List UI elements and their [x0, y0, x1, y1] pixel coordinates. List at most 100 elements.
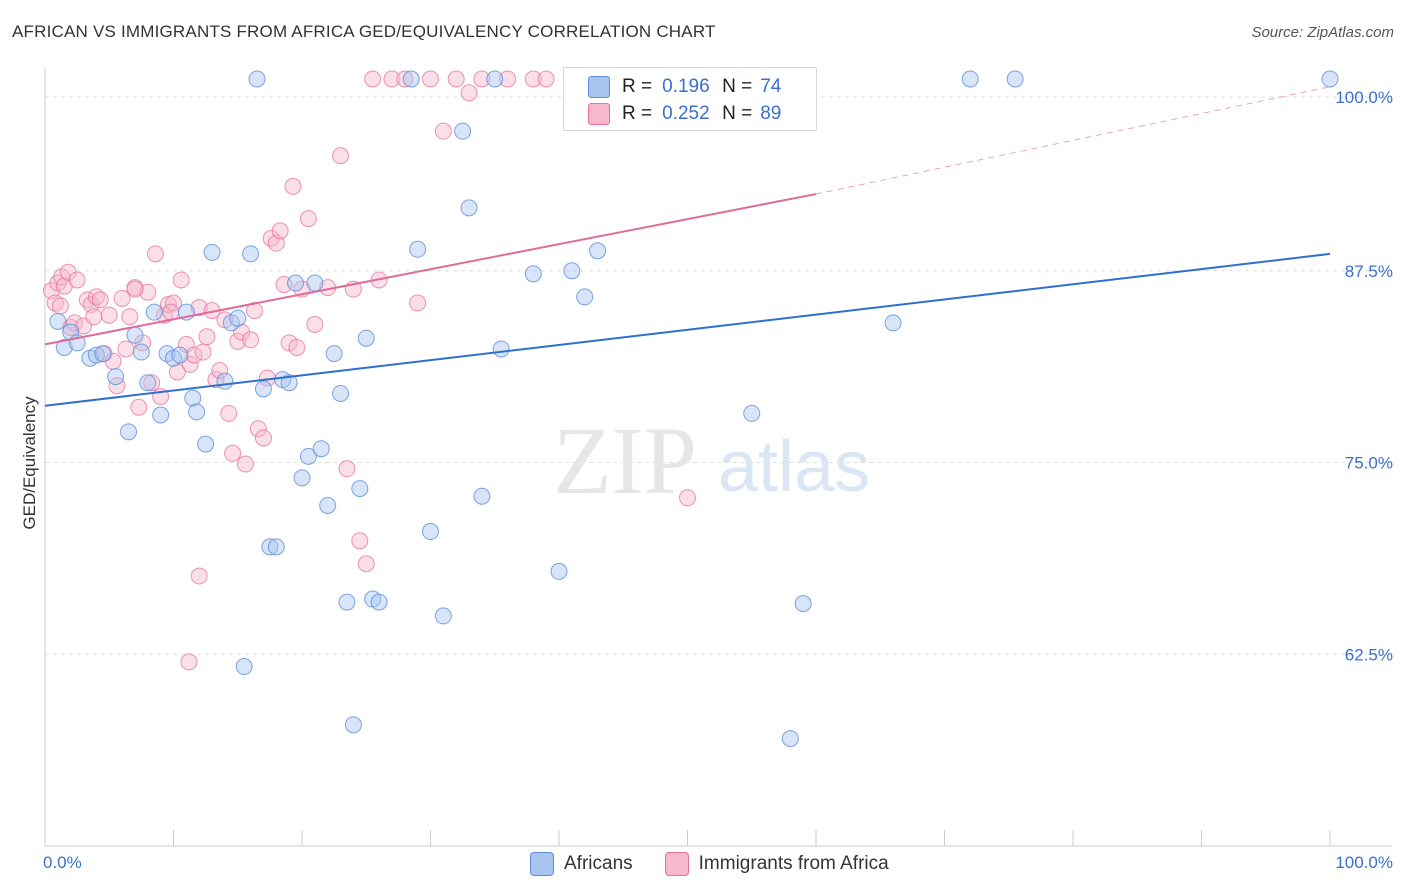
data-point-immigrants [68, 271, 86, 289]
legend-r-value: 0.196 [662, 76, 710, 97]
data-point-immigrants [364, 70, 382, 88]
data-point-immigrants [220, 404, 238, 422]
legend-item-immigrants[interactable]: Immigrants from Africa [664, 852, 889, 876]
data-point-immigrants [332, 147, 350, 165]
data-point-immigrants [198, 328, 216, 346]
data-point-africans [486, 70, 504, 88]
data-point-africans [49, 312, 67, 330]
data-point-africans [319, 496, 337, 514]
data-point-africans [563, 262, 581, 280]
data-point-africans [454, 122, 472, 140]
watermark: ZIP atlas [553, 407, 870, 514]
data-point-africans [171, 346, 189, 364]
data-point-immigrants [224, 444, 242, 462]
data-point-immigrants [190, 567, 208, 585]
data-point-africans [370, 593, 388, 611]
data-point-africans [961, 70, 979, 88]
data-point-africans [589, 242, 607, 260]
watermark-atlas: atlas [718, 427, 870, 507]
chart-title: AFRICAN VS IMMIGRANTS FROM AFRICA GED/EQ… [12, 22, 716, 41]
data-point-immigrants [271, 222, 289, 240]
data-point-immigrants [229, 332, 247, 350]
data-point-immigrants [172, 271, 190, 289]
data-point-immigrants [190, 299, 208, 317]
data-point-africans [145, 303, 163, 321]
data-point-immigrants [679, 489, 696, 507]
legend-label-immigrants: Immigrants from Africa [698, 853, 889, 874]
data-point-africans [229, 309, 247, 327]
data-point-immigrants [85, 308, 103, 326]
data-point-immigrants [338, 460, 356, 478]
data-point-immigrants [185, 346, 203, 364]
data-point-africans [254, 380, 272, 398]
legend-swatch-immigrants [664, 852, 689, 876]
data-point-africans [280, 374, 298, 392]
legend-item-africans[interactable]: Africans [530, 852, 633, 876]
legend-n-value: 74 [760, 76, 782, 97]
data-point-africans [107, 368, 125, 386]
data-point-africans [344, 716, 362, 734]
data-point-africans [299, 447, 317, 465]
data-point-africans [55, 338, 73, 356]
data-point-immigrants [447, 70, 465, 88]
data-point-africans [203, 243, 221, 261]
data-point-africans [332, 384, 350, 402]
data-point-africans [306, 274, 324, 292]
data-point-immigrants [108, 377, 126, 395]
data-point-immigrants [51, 297, 69, 315]
data-point-immigrants [422, 70, 439, 88]
y-tick-label: 87.5% [1345, 262, 1393, 281]
data-point-africans [216, 372, 234, 390]
data-point-africans [120, 423, 138, 441]
data-point-africans [197, 435, 215, 453]
data-point-immigrants [299, 210, 317, 228]
y-tick-label: 62.5% [1345, 645, 1393, 664]
data-point-immigrants [434, 122, 452, 140]
data-point-immigrants [139, 283, 157, 301]
data-point-africans [338, 593, 356, 611]
axes [44, 68, 1392, 847]
data-point-africans [409, 240, 427, 258]
stats-legend: R = 0.196 N = 74 R = 0.252 N = 89 [563, 67, 817, 131]
trend-line-immigrants-extension [815, 86, 1331, 195]
data-point-africans [242, 245, 260, 263]
data-point-africans [884, 314, 902, 332]
data-point-africans [434, 607, 452, 625]
data-point-africans [293, 469, 311, 487]
data-point-africans [357, 329, 375, 347]
data-point-immigrants [383, 70, 401, 88]
data-point-africans [1006, 70, 1024, 88]
data-point-immigrants [396, 70, 414, 88]
data-point-immigrants [121, 308, 139, 326]
data-point-immigrants [194, 343, 212, 361]
source-label: Source: ZipAtlas.com [1251, 24, 1394, 41]
data-point-africans [1321, 70, 1339, 88]
data-point-africans [152, 406, 170, 424]
data-point-africans [132, 343, 150, 361]
data-point-africans [235, 658, 253, 676]
tick-labels: 62.5% 75.0% 87.5% 100.0% 0.0% 100.0% [43, 88, 1393, 872]
legend-swatch-blue [588, 76, 610, 98]
data-point-africans [402, 70, 420, 88]
data-point-immigrants [460, 84, 478, 102]
data-point-immigrants [524, 70, 542, 88]
data-point-immigrants [147, 245, 165, 263]
series-immigrants-from-africa [42, 70, 696, 671]
data-point-immigrants [130, 398, 148, 416]
data-point-immigrants [113, 289, 131, 307]
y-tick-label: 75.0% [1345, 454, 1393, 473]
data-point-africans [576, 288, 594, 306]
data-point-africans [325, 345, 343, 363]
legend-n-label: N = [722, 103, 753, 124]
data-point-immigrants [409, 294, 427, 312]
legend-row-africans: R = 0.196 N = 74 [588, 74, 781, 100]
data-point-immigrants [126, 280, 144, 298]
data-point-africans [794, 595, 812, 613]
series-legend: Africans Immigrants from Africa [530, 852, 921, 876]
data-point-africans [126, 326, 144, 344]
data-point-immigrants [242, 331, 260, 349]
data-point-immigrants [306, 315, 324, 333]
data-point-immigrants [117, 340, 135, 358]
legend-r-label: R = [622, 103, 653, 124]
